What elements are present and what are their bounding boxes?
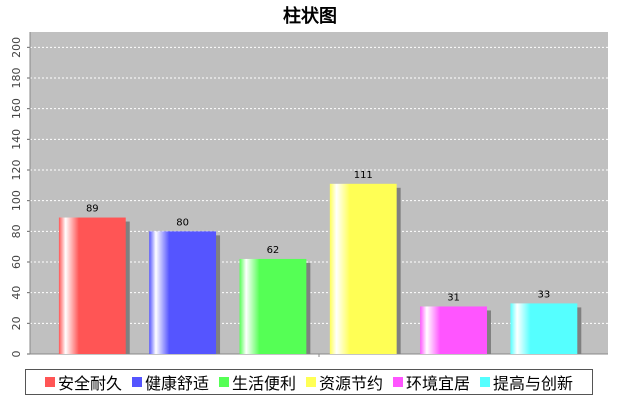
legend-label: 提高与创新: [493, 374, 574, 393]
legend-item: 环境宜居: [393, 370, 470, 394]
legend-item: 安全耐久: [44, 370, 122, 394]
bar: [239, 258, 307, 354]
y-tick-label: 120: [10, 160, 23, 181]
bar-value-label: 31: [447, 292, 460, 303]
legend-swatch: [44, 377, 55, 387]
y-tick-label: 60: [10, 255, 23, 269]
y-tick-label: 40: [10, 286, 23, 300]
bar-value-label: 80: [176, 217, 189, 228]
bar: [329, 183, 397, 354]
bar-value-label: 111: [354, 170, 373, 181]
chart-legend: 安全耐久 健康舒适 生活便利 资源节约 环境宜居 提高与创新: [25, 369, 593, 395]
y-tick-label: 160: [10, 98, 23, 119]
y-tick-label: 0: [10, 351, 23, 358]
y-tick-label: 200: [10, 37, 23, 58]
y-tick-label: 80: [10, 224, 23, 238]
y-tick-label: 140: [10, 129, 23, 150]
legend-swatch: [480, 377, 491, 387]
legend-swatch: [306, 377, 316, 387]
legend-item: 生活便利: [218, 370, 296, 394]
bar: [420, 306, 487, 354]
legend-swatch: [393, 377, 404, 387]
bar-value-label: 62: [267, 245, 280, 256]
y-tick-label: 180: [10, 68, 23, 89]
y-tick-label: 20: [10, 316, 23, 330]
legend-item: 健康舒适: [131, 370, 209, 394]
bar-value-label: 89: [86, 204, 99, 215]
legend-label: 健康舒适: [144, 374, 209, 393]
chart-title: 柱状图: [283, 6, 337, 27]
bar: [58, 217, 126, 354]
y-tick-label: 100: [10, 190, 23, 211]
legend-swatch: [131, 377, 142, 387]
bar: [149, 231, 217, 354]
bar: [510, 303, 578, 354]
legend-item: 资源节约: [306, 370, 383, 394]
legend-label: 环境宜居: [406, 374, 471, 393]
legend-label: 生活便利: [231, 374, 296, 393]
legend-label: 资源节约: [319, 374, 384, 393]
legend-item: 提高与创新: [480, 370, 573, 394]
bar-value-label: 33: [538, 289, 551, 300]
legend-swatch: [218, 377, 229, 387]
legend-label: 安全耐久: [57, 374, 122, 393]
